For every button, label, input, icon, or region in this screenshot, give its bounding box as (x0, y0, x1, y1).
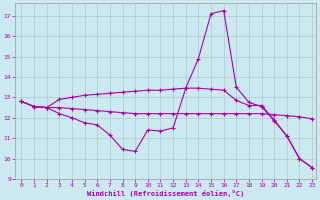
X-axis label: Windchill (Refroidissement éolien,°C): Windchill (Refroidissement éolien,°C) (87, 190, 244, 197)
